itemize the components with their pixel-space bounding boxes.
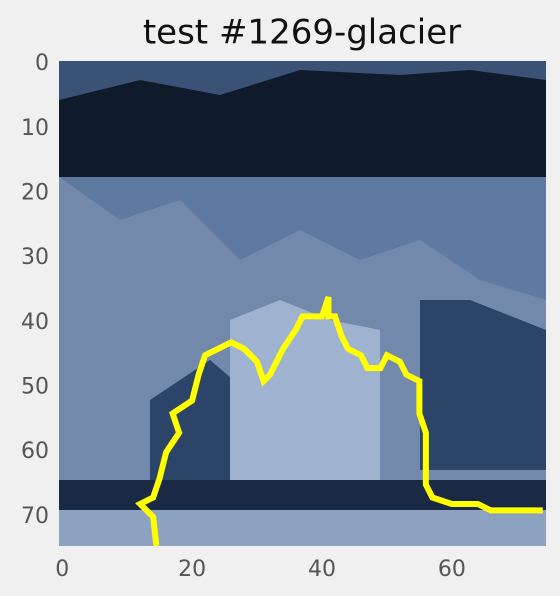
- y-tick-label: 40: [21, 310, 49, 335]
- image-ridge: [59, 61, 546, 100]
- y-tick-label: 70: [21, 504, 49, 529]
- image-upper: [59, 177, 546, 300]
- image-right-rock: [420, 300, 546, 470]
- y-tick-label: 60: [21, 439, 49, 464]
- y-tick-label: 10: [21, 116, 49, 141]
- y-tick-label: 0: [35, 51, 49, 76]
- contour: [135, 296, 543, 547]
- chart-title: test #1269-glacier: [143, 13, 461, 53]
- y-tick-label: 20: [21, 181, 49, 206]
- image-glacier: [230, 300, 380, 480]
- x-tick-label: 60: [438, 557, 466, 582]
- image-dark-band: [59, 61, 546, 177]
- x-tick-label: 20: [178, 557, 206, 582]
- x-tick-label: 40: [308, 557, 336, 582]
- y-tick-label: 30: [21, 245, 49, 270]
- y-tick-label: 50: [21, 375, 49, 400]
- x-tick-label: 0: [55, 557, 69, 582]
- image-foreground: [59, 510, 546, 546]
- image: [59, 61, 546, 546]
